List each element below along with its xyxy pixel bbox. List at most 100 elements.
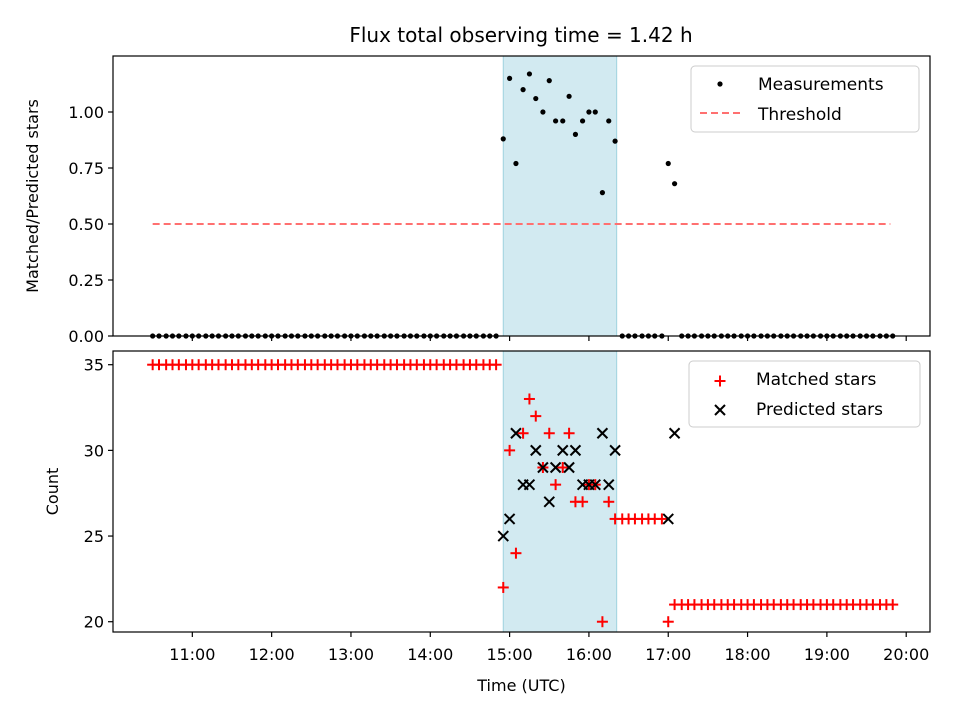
predicted-star-point [589,478,601,491]
measurement-point [586,109,592,115]
matched-star-point [530,410,542,422]
matched-star-point [504,444,516,456]
bottom-axes-frame [112,350,931,633]
cross-b [589,478,601,491]
x-tick-label: 15:00 [487,645,533,664]
y-tick-label: 35 [84,356,104,375]
count-points [147,359,899,628]
y-tick-label: 0.00 [68,327,104,346]
measurement-point [553,118,559,124]
top-shaded-span [502,55,618,337]
legend-measurement-marker [717,81,723,87]
top-y-ticks: 0.00 0.25 0.50 0.75 1.00 [68,103,113,346]
bottom-y-axis-label: Count [43,468,62,516]
matched-star-point [656,513,668,525]
matched-star-point [603,496,615,508]
cross-b [543,496,555,508]
matched-star-point [596,616,608,628]
legend-threshold-label: Threshold [757,105,842,125]
y-tick-label: 20 [84,613,104,632]
bottom-y-ticks: 20 25 30 35 [84,356,113,632]
x-tick-label: 19:00 [804,645,850,664]
matched-star-point [517,427,529,439]
cross-b [549,461,562,474]
y-tick-label: 0.25 [68,271,104,290]
top-legend: Measurements Threshold [690,65,920,133]
measurement-point [599,190,606,196]
matched-star-point [577,496,589,508]
cross-b [714,404,726,416]
measurement-point [612,138,618,144]
matched-star-point [887,599,899,611]
bottom-shaded-span [502,350,618,633]
measurement-point [592,109,598,115]
measurement-point [566,93,572,99]
measurement-point [572,131,579,137]
top-panel: 0.00 0.25 0.50 0.75 1.00 Matched/Predicted s… [23,55,931,346]
predicted-star-point [569,444,582,457]
y-tick-label: 0.75 [68,159,104,178]
predicted-star-point [523,478,536,491]
predicted-star-point [596,427,609,439]
y-tick-label: 25 [84,527,104,546]
matched-star-point [557,462,569,474]
y-tick-label: 30 [84,441,104,460]
predicted-star-point [503,513,516,525]
bottom-legend: Matched stars Predicted stars [688,360,921,428]
cross-b [596,427,609,439]
cross-b [497,530,509,542]
bottom-x-ticks: 11:00 12:00 13:00 14:00 15:00 16:00 17:00 18:00… [169,632,929,664]
y-tick-label: 1.00 [68,103,104,122]
legend-matched-label: Matched stars [756,370,876,390]
bottom-legend-box [688,360,921,428]
matched-star-point [563,427,575,439]
cross-b [603,478,615,491]
measurement-point [520,87,526,93]
cross-b [569,444,582,457]
predicted-star-point [530,444,542,457]
matched-star-point [662,616,674,628]
cross-b [563,461,575,474]
matched-star-point [543,427,555,439]
cross-b [609,444,621,457]
top-axes-frame [112,55,931,337]
measurement-point [513,160,519,167]
predicted-star-point [563,461,575,474]
predicted-star-point [662,513,674,525]
predicted-star-point [497,530,509,542]
x-tick-label: 20:00 [883,645,929,664]
x-tick-label: 14:00 [407,645,453,664]
x-tick-label: 17:00 [645,645,691,664]
legend-predicted-marker [714,404,726,416]
measurement-point [665,160,671,167]
chart-title: Flux total observing time = 1.42 h [349,23,692,47]
legend-matched-marker [714,375,726,387]
predicted-star-point [603,478,615,491]
legend-measurements-label: Measurements [758,75,884,95]
legend-predicted-label: Predicted stars [756,400,883,420]
measurement-point [526,71,533,77]
x-tick-label: 13:00 [328,645,374,664]
predicted-star-point [510,427,522,439]
measurement-point [606,118,612,124]
cross-b [662,513,674,525]
matched-star-point [490,359,502,371]
predicted-star-point [668,427,681,439]
predicted-star-point [609,444,621,457]
predicted-star-point [549,461,562,474]
cross-b [503,513,516,525]
x-tick-label: 12:00 [249,645,295,664]
top-x-ticks [191,336,907,341]
cross-b [530,444,542,457]
measurement-point [560,118,566,124]
cross-b [537,461,549,474]
predicted-star-point [537,461,549,474]
measurement-point [579,118,586,124]
measurement-point [546,78,552,84]
cross-b [557,444,569,457]
matched-star-point [523,393,535,405]
measurement-point [500,136,506,142]
y-tick-label: 0.50 [68,215,104,234]
